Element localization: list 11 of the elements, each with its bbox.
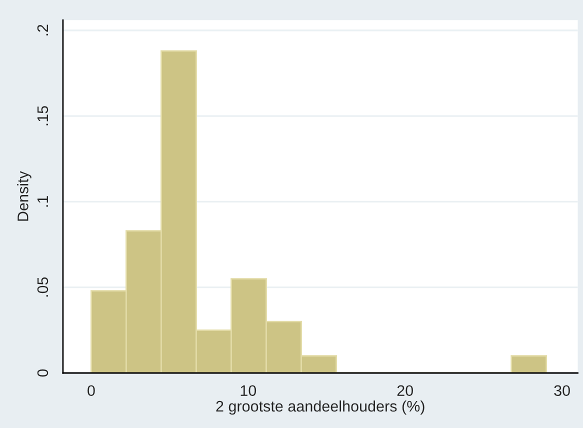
y-tick-label: .2 — [37, 24, 48, 36]
y-tick-label: .15 — [37, 106, 48, 126]
x-axis-title: 2 grootste aandeelhouders (%) — [216, 400, 424, 415]
x-tick-label: 30 — [554, 385, 570, 396]
y-axis-title: Density — [17, 171, 32, 221]
y-tick-label: 0 — [37, 369, 48, 377]
x-tick-label: 10 — [240, 385, 256, 396]
x-tick-label: 20 — [397, 385, 414, 396]
y-tick-label: .05 — [37, 277, 48, 297]
x-tick-label: 0 — [88, 385, 95, 396]
y-tick-label: .1 — [37, 196, 48, 207]
